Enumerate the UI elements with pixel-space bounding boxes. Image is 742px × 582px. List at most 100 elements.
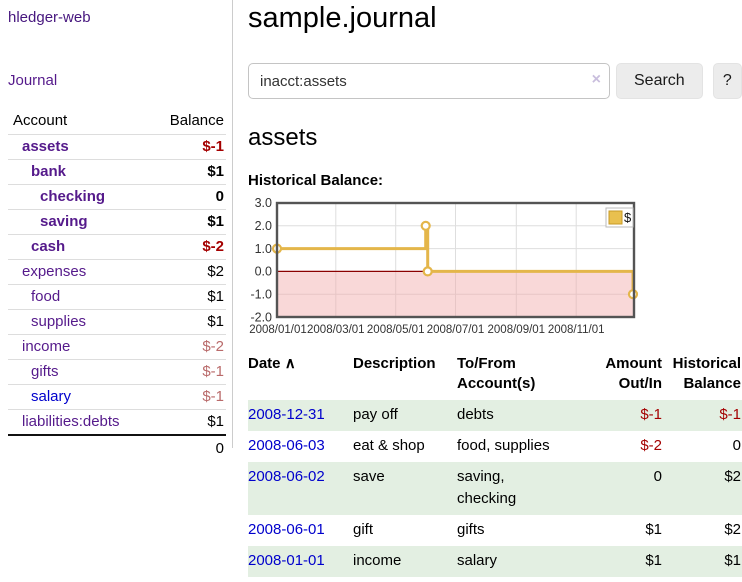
y-tick-label: -1.0 — [250, 288, 272, 302]
x-tick-label: 2008/09/01 — [488, 324, 546, 336]
transaction-balance: 0 — [732, 437, 741, 454]
transaction-amount: $-1 — [640, 406, 662, 423]
sort-asc-icon: ∧ — [284, 355, 296, 372]
account-link-liabilities-debts[interactable]: liabilities:debts — [22, 413, 120, 430]
account-balance: 0 — [148, 184, 226, 210]
y-tick-label: -2.0 — [250, 311, 272, 325]
account-balance: $-2 — [148, 334, 226, 360]
account-link-expenses[interactable]: expenses — [22, 263, 87, 280]
account-balance: $1 — [148, 284, 226, 310]
account-row: salary $-1 — [8, 384, 226, 410]
x-tick-label: 2008/05/01 — [367, 324, 425, 336]
main-content: sample.journal × Search ? assets Histori… — [248, 0, 742, 577]
account-row: assets $-1 — [8, 134, 226, 160]
account-link-gifts[interactable]: gifts — [31, 363, 59, 380]
data-point-marker — [422, 266, 433, 277]
register-col-accounts: To/From Account(s) — [457, 355, 536, 392]
transaction-amount: $-2 — [640, 437, 662, 454]
x-axis-tick-labels: 2008/01/01 2008/03/01 2008/05/01 2008/07… — [249, 324, 604, 336]
account-balance: $-1 — [148, 384, 226, 410]
account-link-bank[interactable]: bank — [31, 163, 67, 180]
y-tick-label: 1.0 — [255, 242, 272, 256]
transaction-balance: $2 — [724, 468, 741, 485]
account-balance: $-1 — [148, 359, 226, 385]
account-link-saving[interactable]: saving — [40, 213, 88, 230]
search-button[interactable]: Search — [616, 63, 703, 99]
accounts-col-account: Account — [13, 112, 68, 129]
transaction-accounts: food, supplies — [457, 437, 550, 454]
account-row: cash $-2 — [8, 234, 226, 260]
chart-legend: $ — [605, 207, 634, 228]
transaction-description: pay off — [353, 406, 398, 423]
transaction-amount: 0 — [653, 468, 662, 485]
historical-balance-chart: $ 3.0 2.0 1.0 0.0 -1.0 -2.0 2008/01/01 2… — [249, 196, 639, 336]
x-tick-label: 2008/11/01 — [548, 324, 605, 336]
help-button[interactable]: ? — [712, 63, 742, 99]
transaction-description: eat & shop — [353, 437, 425, 454]
accounts-total-row: 0 — [8, 434, 226, 462]
register-col-date[interactable]: Date ∧ — [248, 355, 296, 372]
account-balance: $1 — [148, 209, 226, 235]
sidebar-item-journal[interactable]: Journal — [8, 72, 58, 89]
sidebar: hledger-web Journal Account Balance asse… — [0, 0, 233, 462]
accounts-tree-table: Account Balance assets $-1 bank $1 checkin… — [8, 109, 226, 462]
search-input[interactable] — [248, 63, 610, 99]
account-balance: $-2 — [148, 234, 226, 260]
page-title: sample.journal — [248, 2, 437, 34]
account-balance: $2 — [148, 259, 226, 285]
transaction-date-link[interactable]: 2008-06-03 — [248, 437, 325, 454]
account-row: checking 0 — [8, 184, 226, 210]
register-row: 2008-06-03 eat & shop food, supplies $-2… — [248, 431, 742, 462]
account-row: income $-2 — [8, 334, 226, 360]
app-title-link[interactable]: hledger-web — [8, 9, 91, 26]
account-heading: assets — [248, 124, 318, 151]
account-row: food $1 — [8, 284, 226, 310]
account-link-assets[interactable]: assets — [22, 138, 69, 155]
y-tick-label: 3.0 — [255, 196, 272, 210]
register-col-balance: Historical Balance — [672, 355, 741, 392]
y-axis-tick-labels: 3.0 2.0 1.0 0.0 -1.0 -2.0 — [250, 196, 272, 325]
x-tick-label: 2008/01/01 — [249, 324, 307, 336]
account-row: supplies $1 — [8, 309, 226, 335]
transaction-description: save — [353, 468, 385, 485]
account-link-income[interactable]: income — [22, 338, 71, 355]
transaction-date-link[interactable]: 2008-01-01 — [248, 552, 325, 569]
account-link-salary[interactable]: salary — [31, 388, 72, 405]
transaction-accounts: gifts — [457, 521, 485, 538]
account-row: saving $1 — [8, 209, 226, 235]
transaction-date-link[interactable]: 2008-12-31 — [248, 406, 325, 423]
accounts-total-value: 0 — [148, 434, 226, 462]
plot-border — [275, 201, 636, 319]
transaction-balance: $-1 — [719, 406, 741, 423]
legend-label: $ — [624, 210, 632, 225]
transaction-balance: $1 — [724, 552, 741, 569]
account-link-supplies[interactable]: supplies — [31, 313, 87, 330]
transaction-date-link[interactable]: 2008-06-01 — [248, 521, 325, 538]
transaction-balance: $2 — [724, 521, 741, 538]
account-balance: $1 — [148, 409, 226, 435]
x-tick-label: 2008/07/01 — [427, 324, 485, 336]
account-row: gifts $-1 — [8, 359, 226, 385]
account-link-checking[interactable]: checking — [40, 188, 106, 205]
transaction-date-link[interactable]: 2008-06-02 — [248, 468, 325, 485]
account-link-food[interactable]: food — [31, 288, 61, 305]
register-col-description: Description — [353, 355, 436, 372]
account-balance: $-1 — [148, 134, 226, 160]
accounts-col-balance: Balance — [169, 112, 224, 129]
account-balance: $1 — [148, 309, 226, 335]
transaction-accounts: debts — [457, 406, 494, 423]
transaction-description: gift — [353, 521, 374, 538]
x-tick-label: 2008/03/01 — [307, 324, 365, 336]
transaction-amount: $1 — [645, 521, 662, 538]
account-link-cash[interactable]: cash — [31, 238, 66, 255]
transaction-accounts: saving, checking — [457, 468, 517, 507]
negative-region — [278, 271, 634, 317]
register-row: 2008-12-31 pay off debts $-1 $-1 — [248, 400, 742, 431]
register-row: 2008-01-01 income salary $1 $1 — [248, 546, 742, 577]
y-tick-label: 2.0 — [255, 219, 272, 233]
y-tick-label: 0.0 — [255, 265, 272, 279]
register-row: 2008-06-02 save saving, checking 0 $2 — [248, 462, 742, 515]
search-form: × Search ? — [248, 63, 742, 99]
clear-search-icon[interactable]: × — [591, 71, 601, 88]
transaction-amount: $1 — [645, 552, 662, 569]
